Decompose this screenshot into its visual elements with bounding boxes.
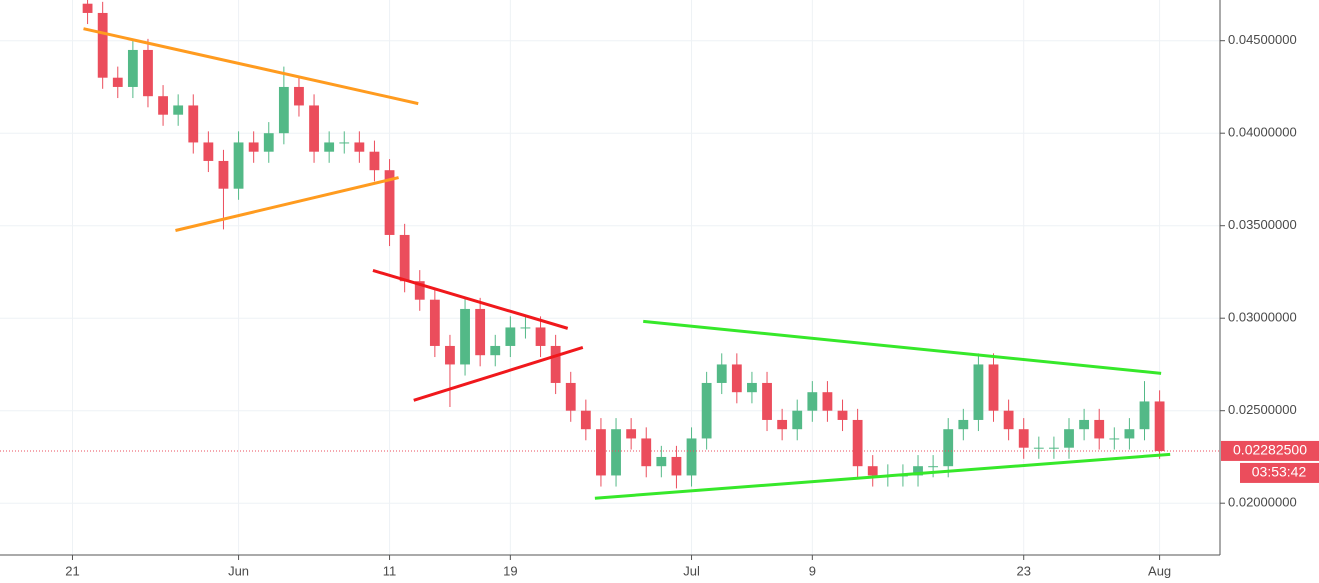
candle-body — [973, 364, 984, 420]
candle-body — [520, 327, 531, 329]
candle-body — [248, 142, 259, 152]
candle-body — [309, 105, 319, 152]
candle-body — [1154, 401, 1165, 452]
candle-body — [611, 429, 621, 476]
countdown: 03:53:42 — [1252, 464, 1307, 480]
x-tick-label: Jun — [228, 563, 249, 578]
candle-body — [762, 382, 772, 420]
candle-body — [913, 466, 923, 476]
candle-body — [127, 49, 138, 87]
candle-body — [158, 96, 168, 115]
candle-body — [475, 308, 486, 356]
candle-body — [822, 392, 833, 411]
y-tick-label: 0.03500000 — [1228, 217, 1297, 232]
candle-body — [369, 151, 380, 171]
x-tick-label: 23 — [1016, 563, 1030, 578]
candle-body — [1094, 419, 1105, 439]
candle-body — [143, 49, 153, 97]
candle-body — [565, 382, 576, 411]
candle-body — [928, 466, 939, 468]
candle-body — [837, 410, 848, 420]
candle-body — [807, 392, 818, 411]
candle-body — [384, 170, 395, 235]
y-tick-label: 0.02500000 — [1228, 402, 1297, 417]
candle-body — [263, 133, 274, 152]
y-tick-label: 0.02000000 — [1228, 495, 1297, 510]
candle-body — [1033, 447, 1044, 449]
countdown-box — [1240, 462, 1319, 483]
trend-line — [413, 345, 584, 402]
candle-body — [1124, 429, 1135, 439]
candle-body — [414, 281, 425, 300]
candle-body — [218, 160, 229, 189]
candle-body — [82, 3, 93, 13]
candle-body — [550, 345, 561, 383]
candle-body — [445, 345, 455, 365]
y-tick-label: 0.04500000 — [1228, 32, 1297, 47]
x-tick-label: 11 — [383, 563, 397, 578]
candle-body — [641, 438, 652, 467]
candle-body — [1049, 447, 1059, 449]
candle-body — [988, 364, 999, 411]
trend-line — [175, 176, 399, 232]
candle-body — [656, 456, 667, 467]
candle-body — [460, 308, 470, 365]
candle-body — [339, 142, 350, 144]
trend-line — [83, 27, 419, 106]
candle-body — [958, 419, 969, 430]
candle-body — [747, 382, 757, 393]
x-tick-label: 21 — [65, 563, 79, 578]
x-tick-label: 19 — [503, 563, 517, 578]
candle-body — [580, 410, 591, 430]
x-tick-label: Aug — [1148, 563, 1171, 578]
candle-body — [943, 429, 954, 467]
candle-body — [1003, 410, 1014, 430]
y-tick-label: 0.04000000 — [1228, 125, 1297, 140]
candle-body — [867, 466, 878, 476]
candle-body — [1064, 429, 1074, 448]
candle-body — [278, 86, 289, 134]
candle-body — [1109, 438, 1120, 440]
candle-body — [173, 105, 184, 115]
trend-line — [594, 452, 1171, 500]
candle-body — [233, 142, 244, 189]
candle-body — [716, 364, 727, 383]
candle-body — [686, 438, 697, 476]
candle-body — [112, 77, 123, 87]
candle-body — [626, 429, 637, 439]
last-price-label: 0.02282500 — [1233, 442, 1307, 458]
candle-body — [1018, 429, 1029, 448]
x-tick-label: 9 — [809, 563, 816, 578]
candle-body — [596, 429, 606, 476]
trend-line — [372, 269, 569, 330]
candle-body — [490, 345, 501, 356]
y-tick-label: 0.03000000 — [1228, 310, 1297, 325]
candle-body — [354, 142, 365, 152]
candle-body — [731, 364, 742, 393]
candle-body — [535, 327, 546, 346]
candle-body — [188, 105, 199, 143]
candle-body — [203, 142, 214, 161]
candle-body — [399, 234, 410, 282]
x-tick-label: Jul — [683, 563, 700, 578]
candle-body — [294, 86, 304, 106]
candle-body — [429, 299, 440, 346]
last-price-box — [1221, 440, 1319, 461]
candle-body — [97, 12, 108, 78]
candle-body — [792, 410, 803, 430]
candle-body — [777, 419, 788, 430]
candle-body — [1079, 419, 1090, 430]
candle-body — [1139, 401, 1150, 430]
candle-body — [324, 142, 335, 152]
candle-body — [701, 382, 712, 439]
trend-line — [643, 319, 1162, 375]
candle-body — [505, 327, 516, 346]
candle-body — [852, 419, 863, 467]
candle-body — [671, 456, 682, 476]
